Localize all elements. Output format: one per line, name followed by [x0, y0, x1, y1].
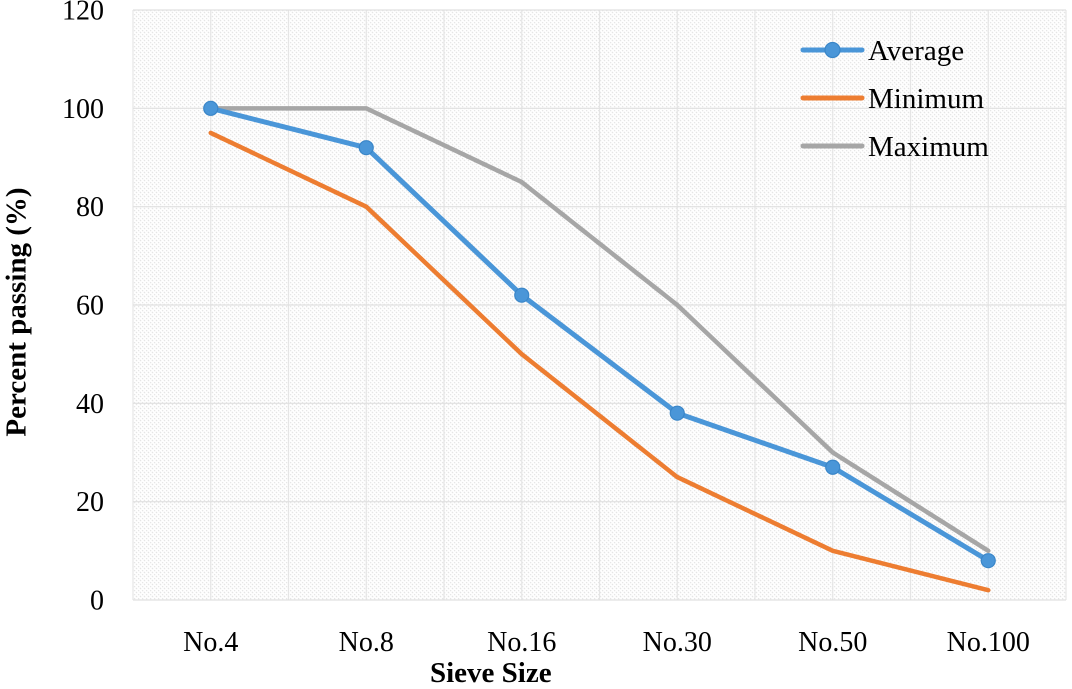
y-tick-label: 100 — [62, 94, 104, 125]
series-line-maximum — [208, 106, 991, 554]
x-tick-label: No.50 — [798, 627, 867, 658]
legend-label-maximum: Maximum — [868, 131, 989, 163]
legend-marker-average — [824, 41, 841, 59]
x-tick-label: No.16 — [487, 627, 556, 658]
x-tick-label: No.8 — [339, 627, 394, 658]
y-tick-label: 20 — [76, 487, 104, 518]
x-tick-label: No.4 — [183, 627, 238, 658]
series-marker-average — [358, 140, 374, 156]
y-tick-label: 60 — [76, 291, 104, 322]
legend-label-minimum: Minimum — [868, 83, 984, 115]
y-tick-label: 120 — [62, 0, 104, 27]
series-marker-average — [669, 405, 685, 421]
series-marker-average — [825, 459, 841, 475]
x-axis-title: Sieve Size — [430, 657, 552, 689]
y-tick-label: 40 — [76, 389, 104, 420]
series-line-minimum — [208, 130, 991, 593]
series-marker-average — [514, 287, 530, 303]
series-line-average — [208, 105, 991, 564]
y-axis-title: Percent passing (%) — [0, 187, 33, 437]
x-tick-label: No.100 — [947, 627, 1030, 658]
legend-label-average: Average — [868, 35, 964, 67]
y-tick-label: 80 — [76, 192, 104, 223]
x-tick-label: No.30 — [643, 627, 712, 658]
y-tick-label: 0 — [90, 586, 104, 617]
series-marker-average — [203, 100, 219, 116]
series-marker-average — [980, 553, 996, 569]
